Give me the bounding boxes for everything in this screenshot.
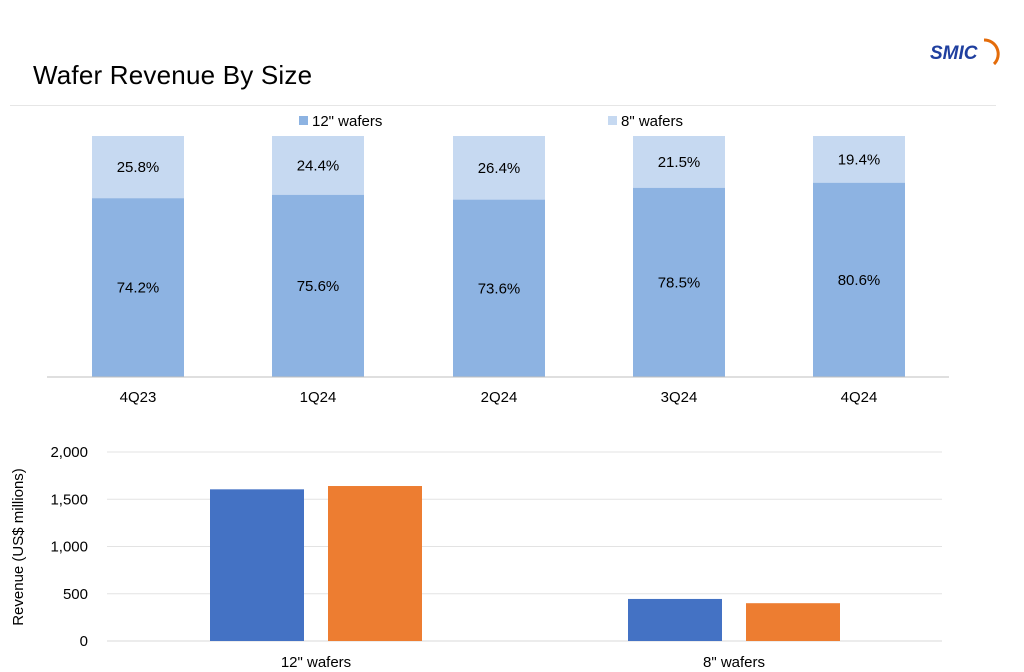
label-12in-1Q24: 75.6% [297,278,340,295]
y-tick-label: 1,500 [50,491,88,508]
y-tick-label: 500 [63,586,88,603]
legend-swatch-12in [299,116,308,125]
x-tick-4Q23: 4Q23 [120,389,157,406]
x-tick-4Q24: 4Q24 [841,389,878,406]
bar-12in-4Q24 [813,182,905,377]
x-tick-2Q24: 2Q24 [481,389,518,406]
bar-8in-4Q23 [92,136,184,199]
bar-8in-2Q24 [453,136,545,200]
label-12in-4Q23: 74.2% [117,280,160,297]
revenue-bar-1-1 [628,598,722,641]
label-12in-2Q24: 73.6% [478,280,521,297]
x-axis-labels: 12" wafers 8" wafers [281,654,765,671]
label-12in-3Q24: 78.5% [658,274,701,291]
bar-12in-1Q24 [272,194,364,377]
bar-12in-2Q24 [453,199,545,377]
logo-text: SMIC [930,43,978,64]
revenue-bar-1-0 [210,489,304,641]
revenue-bar-2-1 [746,603,840,641]
label-12in-4Q24: 80.6% [838,272,881,289]
bar-8in-1Q24 [272,136,364,195]
revenue-bars [210,486,840,641]
x-tick-3Q24: 3Q24 [661,389,698,406]
bar-8in-4Q24 [813,136,905,183]
label-8in-4Q24: 19.4% [838,151,881,168]
y-tick-label: 1,000 [50,539,88,556]
y-tick-label: 2,000 [50,444,88,461]
share-bars: 25.8% 74.2% 24.4% 75.6% 26.4% 73.6% 21.5% 78.5%… [92,136,905,377]
bar-8in-3Q24 [633,136,725,188]
title-divider [10,105,996,106]
x-tick-label: 8" wafers [703,654,765,671]
x-tick-label: 12" wafers [281,654,351,671]
x-tick-1Q24: 1Q24 [300,389,337,406]
smic-logo: SMIC [930,38,1000,66]
x-axis-labels: 4Q23 1Q24 2Q24 3Q24 4Q24 [120,389,878,406]
legend-label-8in: 8" wafers [621,113,683,130]
y-tick-label: 0 [80,633,88,650]
label-8in-1Q24: 24.4% [297,157,340,174]
revenue-bar-2-0 [328,486,422,641]
page-title: Wafer Revenue By Size [33,60,313,90]
legend: 12" wafers 8" wafers [299,113,683,130]
label-8in-2Q24: 26.4% [478,160,521,177]
legend-label-12in: 12" wafers [312,113,382,130]
bar-12in-3Q24 [633,187,725,377]
bar-12in-4Q23 [92,198,184,377]
logo-arc [983,38,1000,66]
y-axis-ticks: 0 500 1,000 1,500 2,000 [50,444,88,650]
label-8in-4Q23: 25.8% [117,159,160,176]
y-axis-label: Revenue (US$ millions) [10,468,27,626]
legend-swatch-8in [608,116,617,125]
label-8in-3Q24: 21.5% [658,154,701,171]
